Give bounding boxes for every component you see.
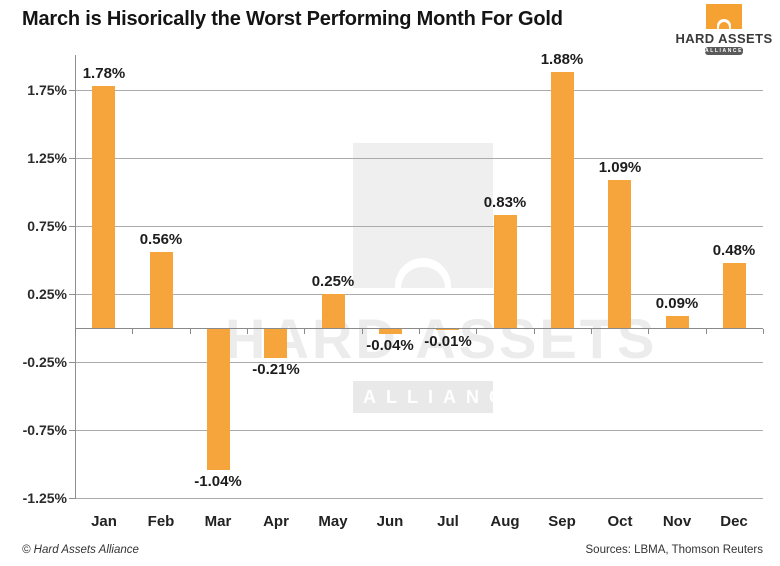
gridline--0.75% [75,430,763,431]
x-axis-label-nov: Nov [662,513,692,530]
y-axis-label: -1.25% [22,490,67,506]
x-axis-tick [706,329,707,334]
x-axis-tick [75,329,76,334]
value-label-jan: 1.78% [82,65,126,82]
value-label-oct: 1.09% [598,159,642,176]
gridline-1.75% [75,90,763,91]
x-axis-tick [648,329,649,334]
value-label-feb: 0.56% [139,231,183,248]
value-label-may: 0.25% [311,273,355,290]
bar-jan [92,86,115,328]
y-axis-tick [69,498,75,499]
y-axis-label: -0.25% [22,354,67,370]
x-axis-tick [534,329,535,334]
bar-may [322,294,345,328]
x-axis-tick [419,329,420,334]
x-axis-tick [362,329,363,334]
watermark-text: HARD ASSETS [225,307,658,370]
y-axis-label: 0.25% [27,286,67,302]
x-axis-zero-line [75,328,763,329]
bar-nov [666,316,689,328]
x-axis-tick [190,329,191,334]
gridline--1.25% [75,498,763,499]
watermark-vault-icon [353,143,493,288]
gridline-1.25% [75,158,763,159]
x-axis-tick [247,329,248,334]
y-axis-line [75,55,76,499]
y-axis-tick [69,226,75,227]
x-axis-label-may: May [318,513,348,530]
x-axis-label-aug: Aug [490,513,520,530]
x-axis-label-sep: Sep [548,513,576,530]
bar-sep [551,72,574,328]
watermark-dome-shape [401,267,445,288]
x-axis-label-mar: Mar [204,513,232,530]
value-label-sep: 1.88% [540,51,584,68]
y-axis-tick [69,90,75,91]
watermark-badge: ALLIANCE [353,381,524,413]
x-axis-tick [476,329,477,334]
watermark-arch-shape [395,258,451,288]
y-axis-tick [69,362,75,363]
bar-jul [436,329,459,330]
vault-arch-shape [717,19,731,29]
y-axis-label: 0.75% [27,218,67,234]
value-label-aug: 0.83% [483,194,527,211]
value-label-apr: -0.21% [252,361,300,378]
bar-aug [494,215,517,328]
y-axis-label: -0.75% [22,422,67,438]
gridline--0.25% [75,362,763,363]
x-axis-tick [132,329,133,334]
y-axis-tick [69,294,75,295]
gridline-0.75% [75,226,763,227]
value-label-dec: 0.48% [712,242,756,259]
y-axis-tick [69,430,75,431]
x-axis-tick [591,329,592,334]
x-axis-label-jul: Jul [437,513,459,530]
value-label-mar: -1.04% [194,473,242,490]
hard-assets-logo: HARD ASSETS ALLIANCE [674,4,774,55]
x-axis-label-jun: Jun [376,513,404,530]
vault-dome-shape [719,22,729,29]
y-axis-tick [69,158,75,159]
y-axis-label: 1.25% [27,150,67,166]
bar-dec [723,263,746,328]
logo-name: HARD ASSETS [675,31,773,46]
bar-mar [207,329,230,470]
x-axis-label-jan: Jan [91,513,117,530]
y-axis-label: 1.75% [27,82,67,98]
bar-apr [264,329,287,358]
x-axis-tick [763,329,764,334]
value-label-nov: 0.09% [655,295,699,312]
value-label-jun: -0.04% [366,337,414,354]
vault-icon [706,4,742,29]
logo-badge: ALLIANCE [705,47,744,55]
chart-title: March is Hisorically the Worst Performin… [22,8,563,30]
value-label-jul: -0.01% [424,333,472,350]
gridline-0.25% [75,294,763,295]
x-axis-label-feb: Feb [147,513,175,530]
x-axis-tick [304,329,305,334]
x-axis-label-dec: Dec [720,513,748,530]
x-axis-label-apr: Apr [263,513,289,530]
bar-feb [150,252,173,328]
sources-note: Sources: LBMA, Thomson Reuters [585,544,763,556]
copyright-note: © Hard Assets Alliance [22,544,139,556]
x-axis-label-oct: Oct [607,513,633,530]
bar-oct [608,180,631,328]
bar-jun [379,329,402,334]
